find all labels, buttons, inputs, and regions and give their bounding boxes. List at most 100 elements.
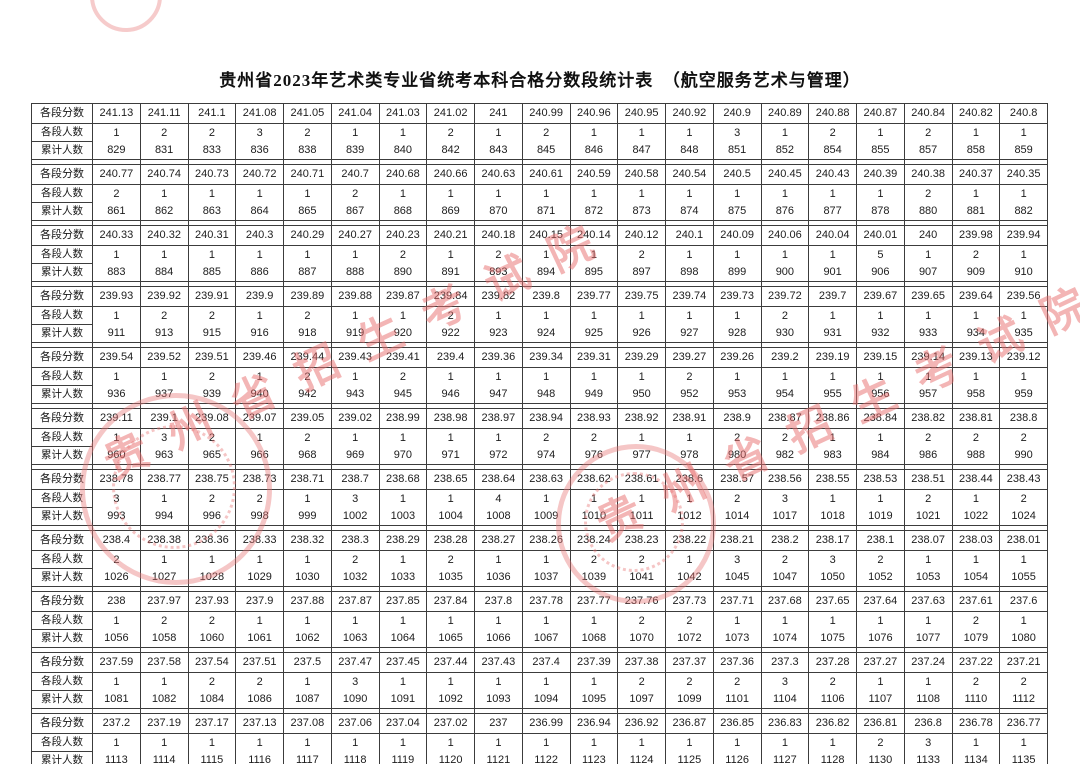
cumulative-value: 887 xyxy=(298,265,317,278)
score-row-label: 各段分数 xyxy=(31,652,93,673)
score-cell: 239.44 xyxy=(283,347,332,368)
cumulative-value: 1050 xyxy=(820,570,845,583)
count-value: 1 xyxy=(447,187,454,200)
count-cum-cell: 2 857 xyxy=(903,123,953,160)
count-value: 1 xyxy=(543,248,550,261)
count-cum-cell: 1 1114 xyxy=(139,733,189,764)
count-cum-cell: 2 1041 xyxy=(617,550,666,587)
count-value: 1 xyxy=(925,370,932,383)
score-cell: 237.3 xyxy=(760,652,810,673)
count-cum-cell: 1 858 xyxy=(951,123,1001,160)
count-value: 3 xyxy=(256,126,263,139)
score-cell: 239.91 xyxy=(187,286,237,307)
cumulative-value: 877 xyxy=(823,204,842,217)
count-value: 1 xyxy=(399,187,406,200)
count-value: 1 xyxy=(161,675,168,688)
count-value: 3 xyxy=(781,675,788,688)
score-cell: 238.29 xyxy=(378,530,428,551)
count-cum-cell: 1 1091 xyxy=(378,672,428,709)
count-value: 2 xyxy=(161,614,168,627)
cumulative-value: 920 xyxy=(393,326,413,339)
count-cum-cell: 1 1033 xyxy=(378,550,428,587)
count-value: 1 xyxy=(304,187,311,200)
score-cell: 241 xyxy=(474,103,523,124)
score-cell: 238.33 xyxy=(235,530,284,551)
score-cell: 239.64 xyxy=(951,286,1001,307)
count-value: 1 xyxy=(686,492,693,505)
count-cum-cell: 1 977 xyxy=(617,428,666,465)
score-cell: 237.71 xyxy=(712,591,762,612)
score-cell: 239.8 xyxy=(521,286,571,307)
count-value: 1 xyxy=(638,126,645,139)
score-cell: 237.4 xyxy=(521,652,571,673)
count-value: 1 xyxy=(543,370,550,383)
cumulative-value: 846 xyxy=(584,143,604,156)
score-cell: 240.77 xyxy=(92,164,141,185)
count-cum-cell: 1 994 xyxy=(139,489,189,526)
count-cum-cell: 2 1024 xyxy=(999,489,1048,526)
count-cum-cell: 1 872 xyxy=(569,184,619,221)
count-cum-cell: 1 878 xyxy=(856,184,905,221)
count-value: 1 xyxy=(638,736,645,749)
count-cum-cell: 1 954 xyxy=(760,367,810,404)
count-cum-cell: 2 990 xyxy=(999,428,1048,465)
count-value: 1 xyxy=(113,431,120,444)
cumulative-value: 955 xyxy=(823,387,842,400)
score-cell: 241.02 xyxy=(426,103,475,124)
count-cum-cell: 1 936 xyxy=(92,367,141,404)
score-cell: 240.1 xyxy=(665,225,714,246)
cumulative-value: 1021 xyxy=(915,509,941,522)
count-cum-cell: 1 847 xyxy=(617,123,666,160)
score-cell: 240.15 xyxy=(521,225,571,246)
count-cum-cell: 4 1008 xyxy=(474,489,523,526)
count-cum-cell: 1 931 xyxy=(808,306,857,343)
count-value: 1 xyxy=(925,553,932,566)
score-cell: 238.87 xyxy=(760,408,810,429)
score-cell: 240 xyxy=(903,225,953,246)
score-row-label: 各段分数 xyxy=(31,103,93,124)
cumulative-value: 928 xyxy=(727,326,747,339)
count-cum-cell: 2 831 xyxy=(139,123,189,160)
score-cell: 237.68 xyxy=(760,591,810,612)
count-cum-cell: 2 861 xyxy=(92,184,141,221)
count-value: 1 xyxy=(877,187,884,200)
count-cum-cell: 1 1027 xyxy=(139,550,189,587)
count-value: 3 xyxy=(734,553,741,566)
count-value: 1 xyxy=(781,126,788,139)
score-cell: 238.78 xyxy=(92,469,141,490)
count-value: 1 xyxy=(543,736,550,749)
cumulative-value: 906 xyxy=(871,265,890,278)
cumulative-value: 1080 xyxy=(1011,631,1036,644)
score-cell: 238.73 xyxy=(235,469,284,490)
count-value: 1 xyxy=(734,736,741,749)
count-cum-cell: 2 980 xyxy=(712,428,762,465)
count-row: 各段人数 1 1081 1 1082 2 1084 2 1086 1 1087 3 1090 1 1091 1… xyxy=(31,672,1048,709)
count-cum-cell: 2 890 xyxy=(378,245,428,282)
count-value: 1 xyxy=(495,431,502,444)
cumulative-value: 1011 xyxy=(629,509,654,522)
count-cum-cell: 1 940 xyxy=(235,367,284,404)
score-cell: 238.81 xyxy=(951,408,1001,429)
score-cell: 238.71 xyxy=(283,469,332,490)
score-cell: 236.92 xyxy=(617,713,666,734)
cumulative-value: 1068 xyxy=(581,631,607,644)
count-cum-cell: 1 882 xyxy=(999,184,1048,221)
count-value: 2 xyxy=(352,553,359,566)
count-row-label: 各段人数 xyxy=(31,184,93,203)
count-value: 1 xyxy=(113,309,120,322)
count-value: 2 xyxy=(590,553,597,566)
score-cell: 237.22 xyxy=(951,652,1001,673)
score-cell: 241.03 xyxy=(378,103,428,124)
count-value: 1 xyxy=(590,675,597,688)
score-cell: 239.52 xyxy=(139,347,189,368)
score-cell: 241.11 xyxy=(139,103,189,124)
count-value: 1 xyxy=(734,370,741,383)
count-cum-cell: 1 1127 xyxy=(760,733,810,764)
cumulative-value: 1014 xyxy=(724,509,750,522)
score-cell: 237.36 xyxy=(712,652,762,673)
count-cum-cell: 1 932 xyxy=(856,306,905,343)
count-cum-cell: 1 928 xyxy=(712,306,762,343)
score-row-label: 各段分数 xyxy=(31,469,93,490)
score-cell: 237.27 xyxy=(856,652,905,673)
cumulative-value: 972 xyxy=(489,448,508,461)
